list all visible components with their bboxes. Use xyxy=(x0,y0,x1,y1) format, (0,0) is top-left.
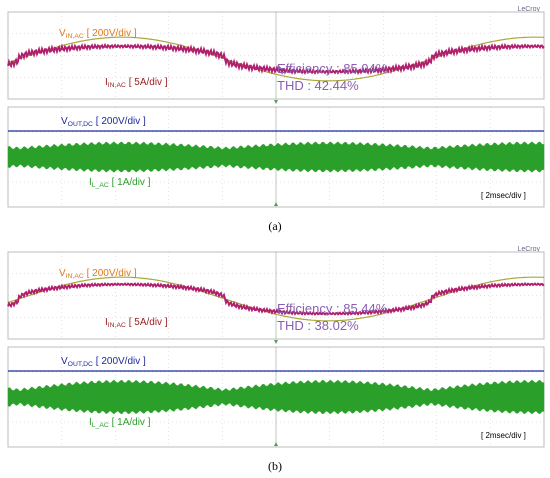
trigger-marker-icon xyxy=(274,442,278,446)
series-il-ac xyxy=(7,379,545,415)
thd-readout: THD : 38.02% xyxy=(277,318,359,333)
timebase-label: [ 2msec/div ] xyxy=(481,431,526,440)
top-trace-area xyxy=(7,251,545,340)
oscilloscope-panel-a: LeCroy VIN,AC [ 200V/div ] IIN,AC [ 5A/div… xyxy=(7,6,545,208)
label-vin: VIN,AC [ 200V/div ] xyxy=(59,28,137,40)
bottom-trace-area xyxy=(7,106,545,208)
bottom-trace-area xyxy=(7,346,545,448)
efficiency-readout: Efficiency : 85.04% xyxy=(277,61,388,76)
caption-a: (a) xyxy=(268,219,282,233)
series-iin-ac xyxy=(7,281,545,317)
label-vin: VIN,AC [ 200V/div ] xyxy=(59,268,137,280)
series-iin-ac xyxy=(7,42,545,76)
trigger-marker-icon xyxy=(274,340,278,344)
timebase-label: [ 2msec/div ] xyxy=(481,191,526,200)
oscilloscope-panel-b: LeCroy VIN,AC [ 200V/div ] IIN,AC [ 5A/div… xyxy=(7,246,545,448)
trigger-marker-icon xyxy=(274,100,278,104)
series-il-ac xyxy=(7,141,545,173)
label-iin: IIN,AC [ 5A/div ] xyxy=(105,317,168,329)
trigger-marker-icon xyxy=(274,202,278,206)
label-vout: VOUT,DC [ 200V/div ] xyxy=(61,116,146,128)
efficiency-readout: Efficiency : 85.44% xyxy=(277,301,388,316)
top-trace-area xyxy=(7,11,545,100)
lecroy-logo: LeCroy xyxy=(517,6,540,13)
thd-readout: THD : 42.44% xyxy=(277,78,359,93)
lecroy-logo: LeCroy xyxy=(517,246,540,253)
label-iin: IIN,AC [ 5A/div ] xyxy=(105,77,168,89)
label-il: IL_AC [ 1A/div ] xyxy=(89,177,151,189)
label-vout: VOUT,DC [ 200V/div ] xyxy=(61,356,146,368)
caption-b: (b) xyxy=(268,459,282,473)
label-il: IL_AC [ 1A/div ] xyxy=(89,417,151,429)
